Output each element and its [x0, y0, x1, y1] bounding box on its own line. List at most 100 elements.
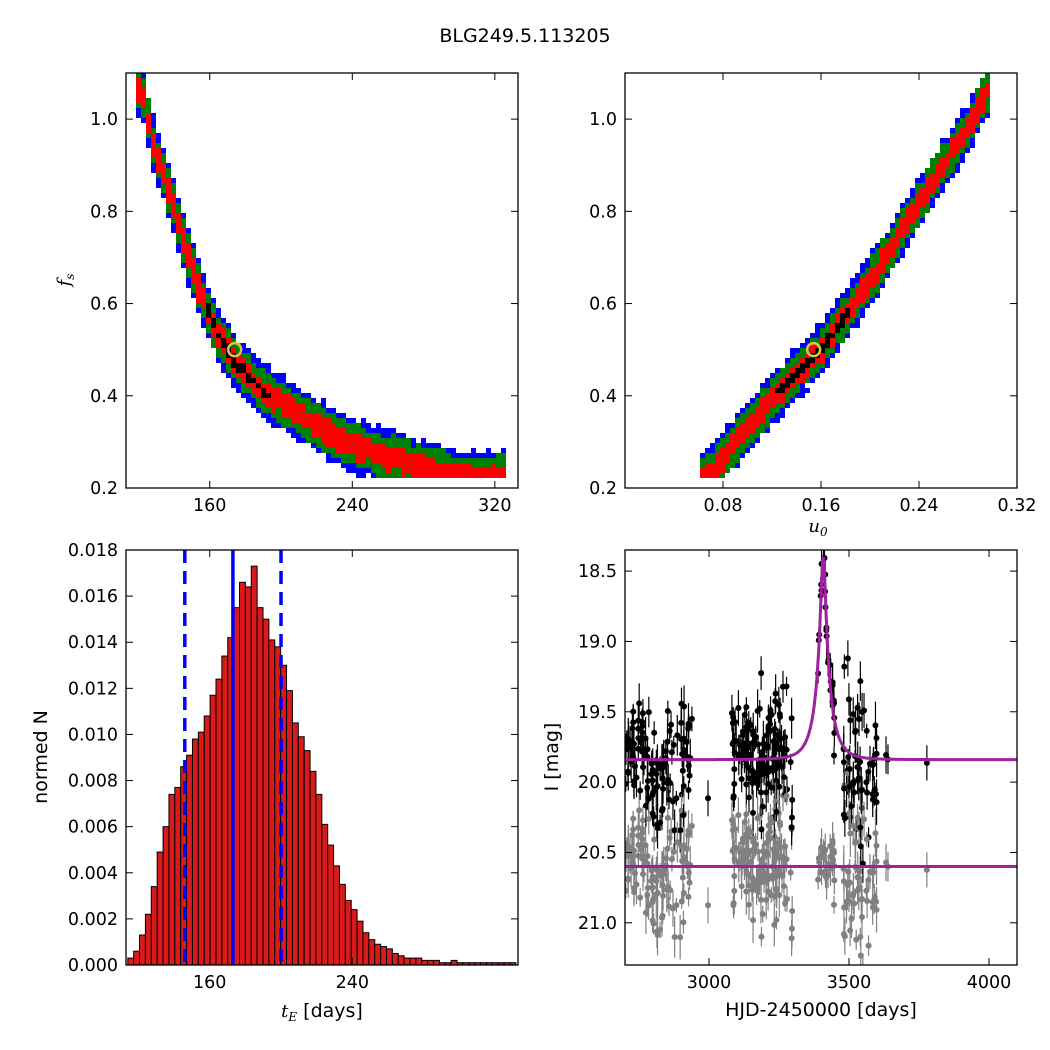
x-tick-label: 160: [193, 973, 226, 993]
density-cell: [491, 453, 496, 458]
density-cell: [945, 138, 950, 143]
density-cell: [955, 123, 960, 128]
density-cell: [256, 408, 261, 413]
density-cell: [960, 138, 965, 143]
density-cell: [276, 423, 281, 428]
density-cell: [186, 278, 191, 283]
density-cell: [501, 463, 506, 468]
data-point: [651, 729, 658, 736]
density-cell: [890, 228, 895, 233]
density-cell: [321, 403, 326, 408]
density-cell: [965, 138, 970, 143]
density-cell: [376, 458, 381, 463]
density-cell: [386, 453, 391, 458]
density-cell: [730, 423, 735, 428]
density-cell: [930, 188, 935, 193]
density-cell: [775, 413, 780, 418]
density-cell: [216, 343, 221, 348]
density-cell: [351, 448, 356, 453]
density-cell: [815, 328, 820, 333]
density-cell: [426, 473, 431, 478]
density-cell: [146, 128, 151, 133]
density-cell: [151, 168, 156, 173]
density-cell: [880, 253, 885, 258]
density-cell: [715, 473, 720, 478]
density-cell: [161, 188, 166, 193]
residual-point: [821, 848, 828, 855]
density-cell: [925, 168, 930, 173]
density-cell: [935, 188, 940, 193]
density-cell: [795, 388, 800, 393]
density-cell: [920, 188, 925, 193]
data-point: [867, 760, 874, 767]
density-cell: [880, 238, 885, 243]
density-cell: [725, 438, 730, 443]
density-cell: [965, 123, 970, 128]
density-cell: [176, 198, 181, 203]
density-cell: [186, 273, 191, 278]
density-cell: [985, 103, 990, 108]
density-cell: [316, 418, 321, 423]
density-cell: [416, 448, 421, 453]
density-cell: [461, 453, 466, 458]
data-point: [758, 670, 765, 677]
density-cell: [825, 333, 830, 338]
density-cell: [800, 368, 805, 373]
density-cell: [915, 178, 920, 183]
density-cell: [311, 413, 316, 418]
data-point: [738, 776, 745, 783]
density-cell: [236, 358, 241, 363]
density-cell: [765, 403, 770, 408]
density-cell: [221, 343, 226, 348]
density-cell: [456, 468, 461, 473]
residual-point: [677, 934, 684, 941]
residual-point: [645, 816, 652, 823]
density-cell: [341, 453, 346, 458]
density-cell: [386, 463, 391, 468]
density-cell: [246, 388, 251, 393]
density-cell: [900, 238, 905, 243]
data-point: [649, 810, 656, 817]
density-cell: [700, 458, 705, 463]
density-cell: [770, 393, 775, 398]
density-cell: [730, 443, 735, 448]
density-cell: [356, 473, 361, 478]
density-cell: [920, 178, 925, 183]
residual-point: [863, 836, 870, 843]
histogram-bar: [139, 934, 146, 965]
density-cell: [920, 218, 925, 223]
density-cell: [890, 263, 895, 268]
density-cell: [750, 443, 755, 448]
density-cell: [346, 438, 351, 443]
density-cell: [830, 323, 835, 328]
data-point: [759, 748, 766, 755]
density-cell: [341, 443, 346, 448]
density-cell: [815, 373, 820, 378]
density-cell: [875, 283, 880, 288]
density-cell: [371, 473, 376, 478]
y-tick-label: 20.0: [578, 773, 617, 793]
density-cell: [835, 328, 840, 333]
residual-point: [765, 872, 772, 879]
density-cell: [481, 473, 486, 478]
density-cell: [955, 118, 960, 123]
density-cell: [780, 398, 785, 403]
density-cell: [730, 428, 735, 433]
density-cell: [396, 463, 401, 468]
density-cell: [446, 458, 451, 463]
density-cell: [171, 203, 176, 208]
density-cell: [860, 303, 865, 308]
density-cell: [256, 378, 261, 383]
density-cell: [416, 473, 421, 478]
density-cell: [740, 448, 745, 453]
residual-point: [754, 815, 761, 822]
x-tick-label: 0.08: [704, 496, 743, 516]
density-cell: [476, 463, 481, 468]
residual-point: [658, 914, 665, 921]
x-tick-label: 160: [193, 496, 226, 516]
density-cell: [156, 133, 161, 138]
density-cell: [770, 383, 775, 388]
density-cell: [351, 443, 356, 448]
histogram-bar: [156, 851, 164, 965]
density-cell: [740, 413, 745, 418]
